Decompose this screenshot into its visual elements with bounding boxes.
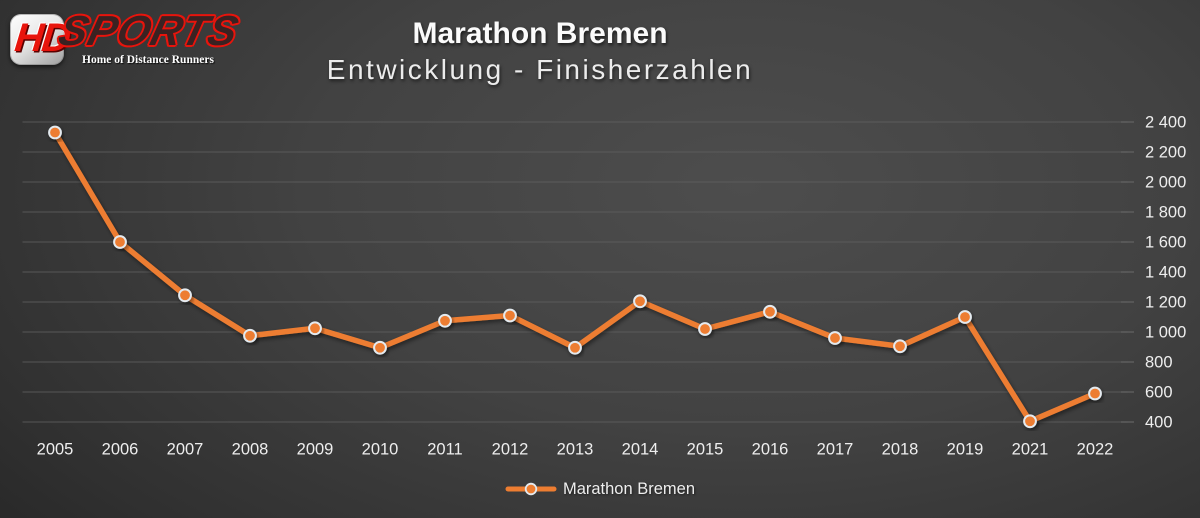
legend-line-marker-icon [505, 482, 557, 496]
x-axis-label: 2015 [687, 441, 724, 459]
chart-title: Marathon Bremen [412, 17, 668, 50]
line-series [52, 129, 1098, 424]
chart-subtitle: Entwicklung - Finisherzahlen [326, 54, 754, 85]
data-point-2017 [828, 331, 842, 345]
x-axis-label: 2018 [882, 441, 919, 459]
y-axis-label: 1 400 [1145, 264, 1186, 282]
x-axis-label: 2013 [557, 441, 594, 459]
data-point-2012 [503, 308, 517, 323]
x-axis-label: 2019 [947, 441, 984, 459]
data-point-2015 [698, 322, 712, 336]
data-point-2010 [373, 340, 387, 355]
x-axis-label: 2011 [427, 441, 462, 459]
x-axis-label: 2010 [362, 441, 399, 459]
x-axis-label: 2014 [622, 441, 659, 459]
y-axis-label: 1 000 [1145, 324, 1186, 342]
y-axis-label: 2 000 [1145, 174, 1186, 192]
y-axis-label: 2 400 [1145, 114, 1186, 132]
x-axis-label: 2007 [167, 441, 204, 459]
data-point-2011 [438, 313, 452, 328]
title-block: Marathon Bremen Entwicklung - Finisherza… [0, 16, 1080, 88]
data-point-2018 [893, 339, 907, 354]
data-point-2007 [178, 288, 192, 303]
data-point-2006 [113, 235, 127, 249]
data-point-2014 [633, 294, 647, 309]
hdsports-logo: HD SPORTS Home of Distance Runners [8, 6, 244, 70]
y-axis-label: 1 600 [1145, 234, 1186, 252]
x-axis-label: 2008 [232, 441, 269, 459]
x-axis-label: 2022 [1077, 441, 1114, 459]
y-axis-label: 1 800 [1145, 204, 1186, 222]
x-axis-label: 2009 [297, 441, 334, 459]
data-point-2009 [308, 321, 322, 336]
y-axis-label: 400 [1145, 414, 1173, 432]
x-axis-label: 2021 [1012, 441, 1049, 459]
data-point-2022 [1088, 386, 1102, 401]
x-axis-label: 2005 [37, 441, 74, 459]
legend: Marathon Bremen [0, 476, 1200, 502]
x-axis-label: 2017 [817, 441, 854, 459]
y-axis-label: 600 [1145, 384, 1173, 402]
hdsports-logo-tagline: Home of Distance Runners [82, 54, 214, 66]
x-axis-label: 2006 [102, 441, 139, 459]
hdsports-logo-badge [10, 14, 64, 65]
data-point-2013 [568, 340, 582, 355]
data-point-2019 [958, 310, 972, 324]
data-point-2008 [243, 328, 257, 343]
data-point-2016 [763, 304, 777, 319]
data-point-2021 [1023, 414, 1037, 429]
y-axis-label: 2 200 [1145, 144, 1186, 162]
x-axis-label: 2012 [492, 441, 529, 459]
data-point-2005 [48, 125, 62, 140]
x-axis-label: 2016 [752, 441, 789, 459]
y-axis-label: 800 [1145, 354, 1173, 372]
y-axis-label: 1 200 [1145, 294, 1186, 312]
legend-label: Marathon Bremen [562, 479, 696, 498]
